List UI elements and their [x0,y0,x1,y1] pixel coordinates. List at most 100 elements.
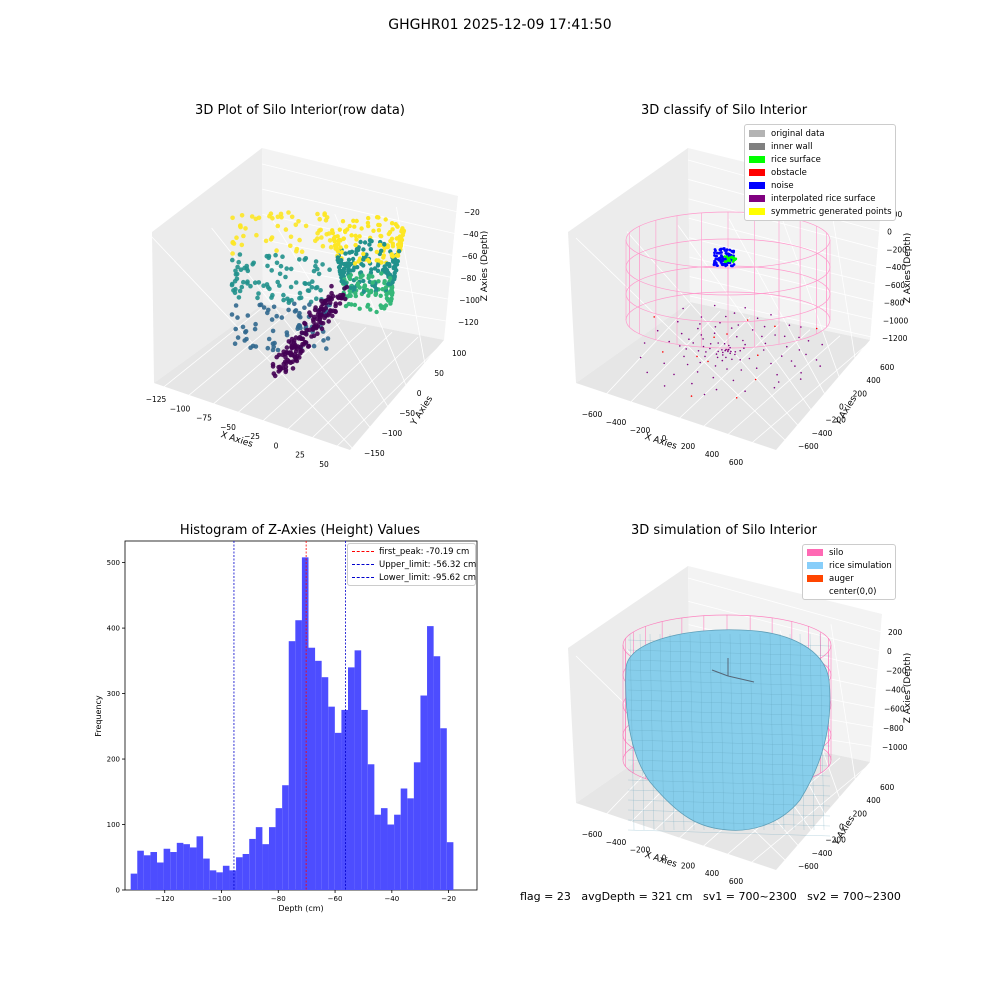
interpolated-point [643,342,646,344]
raw-3d-point [284,266,290,271]
classify-3d-z-tick: −1200 [882,334,908,343]
raw-3d-y-gridline [334,213,410,393]
raw-3d-point [258,302,264,308]
raw-3d-point [229,312,235,317]
legend-label: Lower_limit: -95.62 cm [379,572,477,583]
rice-mesh-line [769,633,775,831]
raw-3d-point [230,215,235,221]
classify-3d-ylabel: Y Axies [833,394,859,428]
raw-3d-point [298,325,303,331]
raw-3d-point [270,328,276,334]
center-axis-marker [727,675,755,683]
rice-mesh-line [627,769,831,777]
raw-3d-point [307,327,312,333]
raw-3d-point [349,233,354,238]
raw-3d-point [386,298,391,303]
legend-swatch [807,588,823,595]
raw-3d-point [251,260,256,266]
raw-3d-point [288,360,294,366]
rice-mesh-line [627,649,831,657]
simulation-3d-y-tick: −200 [825,836,846,845]
raw-3d-point [269,235,275,240]
rice-mesh-line [627,679,831,687]
raw-3d-point [235,335,241,340]
rice-mesh-line [627,749,831,757]
interpolated-point [719,322,721,324]
raw-3d-point [382,306,387,311]
interpolated-point [691,382,693,385]
raw-3d-point [292,342,298,348]
raw-3d-z-gridline [261,163,459,213]
histogram-bar [288,641,296,890]
interpolated-point [707,360,709,363]
noise-point [721,259,725,263]
noise-point [714,249,717,253]
noise-point [732,250,735,254]
raw-3d-point [353,291,358,296]
interpolated-point [730,327,733,329]
raw-3d-point [385,243,390,248]
interpolated-point [699,323,701,325]
histogram-bar [295,620,302,890]
raw-3d-point [233,268,238,274]
raw-3d-point [232,341,238,347]
silo-wireframe [625,211,831,399]
raw-3d-point [335,248,341,254]
interpolated-point [800,372,802,374]
interpolated-point [639,356,642,359]
histogram-legend-item: Lower_limit: -95.62 cm [348,571,477,584]
interpolated-point [731,358,733,361]
simulation-3d-tick-labels: −600−400−20002004006006004002000−200−400… [582,628,908,886]
raw-3d-point [321,338,326,343]
raw-3d-point [366,223,371,229]
raw-3d-point [361,289,366,294]
rice-mesh-line [799,633,805,831]
raw-3d-point [395,224,400,229]
interpolated-point [819,365,821,367]
interpolated-point [754,378,757,381]
raw-3d-point [376,228,382,233]
raw-3d-point [277,271,283,277]
interpolated-point [821,343,823,346]
raw-3d-point [345,294,351,299]
histogram-bar [400,788,408,890]
interpolated-point [726,368,728,370]
raw-3d-point [335,257,340,263]
rice-mesh-line [627,809,831,817]
raw-3d-point [234,235,239,240]
noise-point [718,248,722,252]
raw-3d-point [294,249,299,254]
raw-3d-point [323,298,328,304]
simulation-plot-title: 3D simulation of Silo Interior [631,523,817,538]
rice-mesh-line [627,699,831,707]
simulation-legend-item: rice simulation [803,559,895,572]
raw-3d-point [325,312,331,318]
raw-3d-point [342,296,348,302]
raw-3d-point [267,213,272,219]
raw-3d-point [313,285,319,291]
classify-3d-z-tick: −200 [886,245,907,254]
raw-3d-point [390,227,395,232]
interpolated-point [743,347,745,350]
raw-3d-point [233,326,238,332]
raw-3d-point [361,247,366,252]
histogram-y-tick-label: 0 [116,887,120,895]
interpolated-point [673,373,675,376]
histogram-bar [394,814,401,890]
raw-3d-point [390,290,395,295]
status-footer: flag = 23 avgDepth = 321 cm sv1 = 700~23… [520,890,901,903]
raw-3d-point [327,267,332,273]
raw-3d-point [343,281,348,286]
raw-3d-point [315,231,320,236]
interpolated-point [679,345,681,347]
histogram-bar [348,667,355,890]
raw-3d-point [267,286,272,292]
raw-3d-point [274,313,280,319]
raw-3d-point [397,239,402,244]
raw-3d-point [357,306,362,311]
raw-3d-point [278,263,284,269]
raw-3d-x-gridline [183,312,289,400]
raw-3d-point [289,336,295,342]
interpolated-point [713,304,716,307]
classify-3d-y-gridline [575,237,791,446]
